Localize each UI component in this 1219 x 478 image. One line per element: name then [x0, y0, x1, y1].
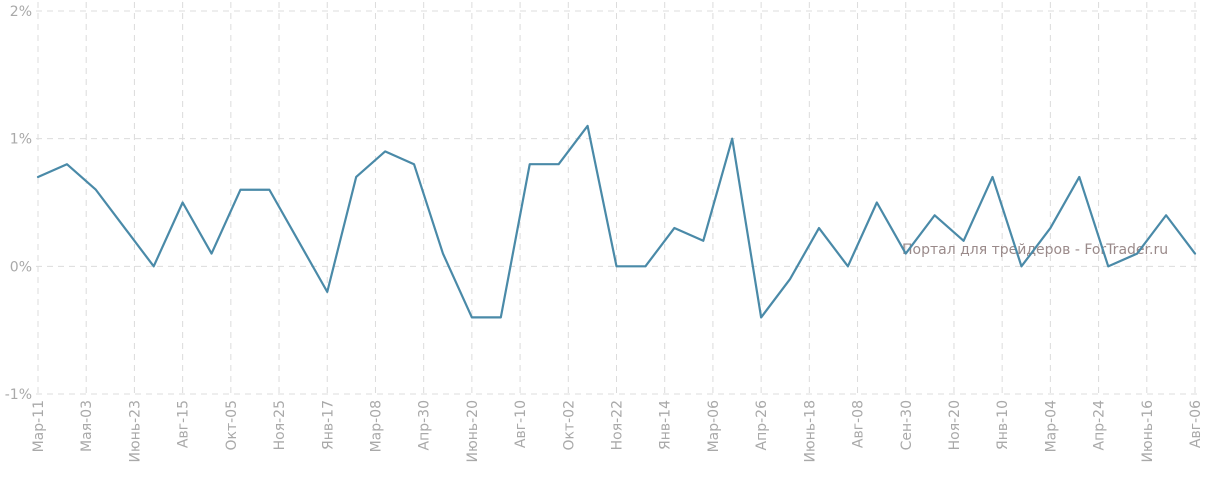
data-point [904, 252, 908, 256]
data-point [296, 239, 300, 243]
series-line [36, 124, 1197, 319]
x-tick-label: Июнь-16 [1140, 400, 1156, 463]
x-axis-ticks: Мар-11 Мая-03 Июнь-23 Авг-15 Окт-05 Ноя-25 Янв… [31, 400, 1204, 463]
x-tick-label: Мар-06 [706, 400, 722, 453]
x-tick-label: Ноя-20 [947, 400, 963, 450]
data-point [210, 252, 214, 256]
x-tick-label: Июнь-18 [802, 400, 818, 463]
x-tick-label: Мая-03 [79, 400, 95, 452]
data-point [267, 188, 271, 192]
y-axis-ticks: 2% 1% 0% -1% [5, 4, 32, 403]
data-point [181, 201, 185, 205]
x-tick-label: Ноя-25 [272, 400, 288, 450]
data-point [1106, 264, 1110, 268]
x-tick-label: Авг-06 [1188, 400, 1204, 448]
data-point [817, 226, 821, 230]
data-point [528, 162, 532, 166]
x-tick-label: Янв-17 [320, 400, 336, 450]
x-tick-label: Авг-10 [513, 400, 529, 448]
x-tick-label: Мар-08 [368, 400, 384, 452]
x-tick-label: Апр-24 [1092, 400, 1108, 451]
x-tick-label: Апр-26 [754, 400, 770, 451]
data-point [730, 137, 734, 141]
data-point [586, 124, 590, 128]
x-tick-label: Сен-30 [899, 400, 915, 450]
data-point [441, 252, 445, 256]
data-point [354, 175, 358, 179]
data-point [1077, 175, 1081, 179]
data-point [123, 226, 127, 230]
data-point [672, 226, 676, 230]
data-point [1135, 252, 1139, 256]
data-point [470, 315, 474, 319]
data-point [643, 264, 647, 268]
x-tick-label: Янв-10 [995, 400, 1011, 450]
data-point [701, 239, 705, 243]
series [36, 124, 1197, 319]
x-tick-label: Июнь-23 [127, 400, 143, 463]
data-point [846, 264, 850, 268]
data-point [962, 239, 966, 243]
data-point [94, 188, 98, 192]
data-point [152, 264, 156, 268]
x-tick-label: Ноя-22 [610, 400, 626, 450]
data-point [557, 162, 561, 166]
data-point [759, 315, 763, 319]
x-tick-label: Окт-05 [224, 400, 240, 451]
data-point [499, 315, 503, 319]
x-tick-label: Янв-14 [658, 400, 674, 450]
data-point [991, 175, 995, 179]
data-point [875, 201, 879, 205]
data-point [1193, 252, 1197, 256]
data-point [412, 162, 416, 166]
x-tick-label: Окт-02 [561, 400, 577, 451]
data-point [1164, 213, 1168, 217]
data-point [1019, 264, 1023, 268]
x-tick-label: Апр-30 [417, 400, 433, 450]
y-tick-label: -1% [5, 387, 32, 403]
grid [36, 2, 1198, 398]
x-tick-label: Авг-08 [851, 400, 867, 448]
data-point [933, 213, 937, 217]
x-tick-label: Июнь-20 [465, 400, 481, 463]
data-point [238, 188, 242, 192]
y-tick-label: 1% [10, 132, 32, 148]
y-tick-label: 2% [10, 4, 32, 20]
data-point [383, 149, 387, 153]
x-tick-label: Мар-04 [1043, 400, 1059, 453]
y-tick-label: 0% [10, 259, 32, 275]
data-point [65, 162, 69, 166]
data-point [325, 290, 329, 294]
x-tick-label: Авг-15 [176, 400, 192, 448]
x-tick-label: Мар-11 [31, 400, 47, 452]
data-point [1048, 226, 1052, 230]
data-point [36, 175, 40, 179]
data-point [615, 264, 619, 268]
data-point [788, 277, 792, 281]
